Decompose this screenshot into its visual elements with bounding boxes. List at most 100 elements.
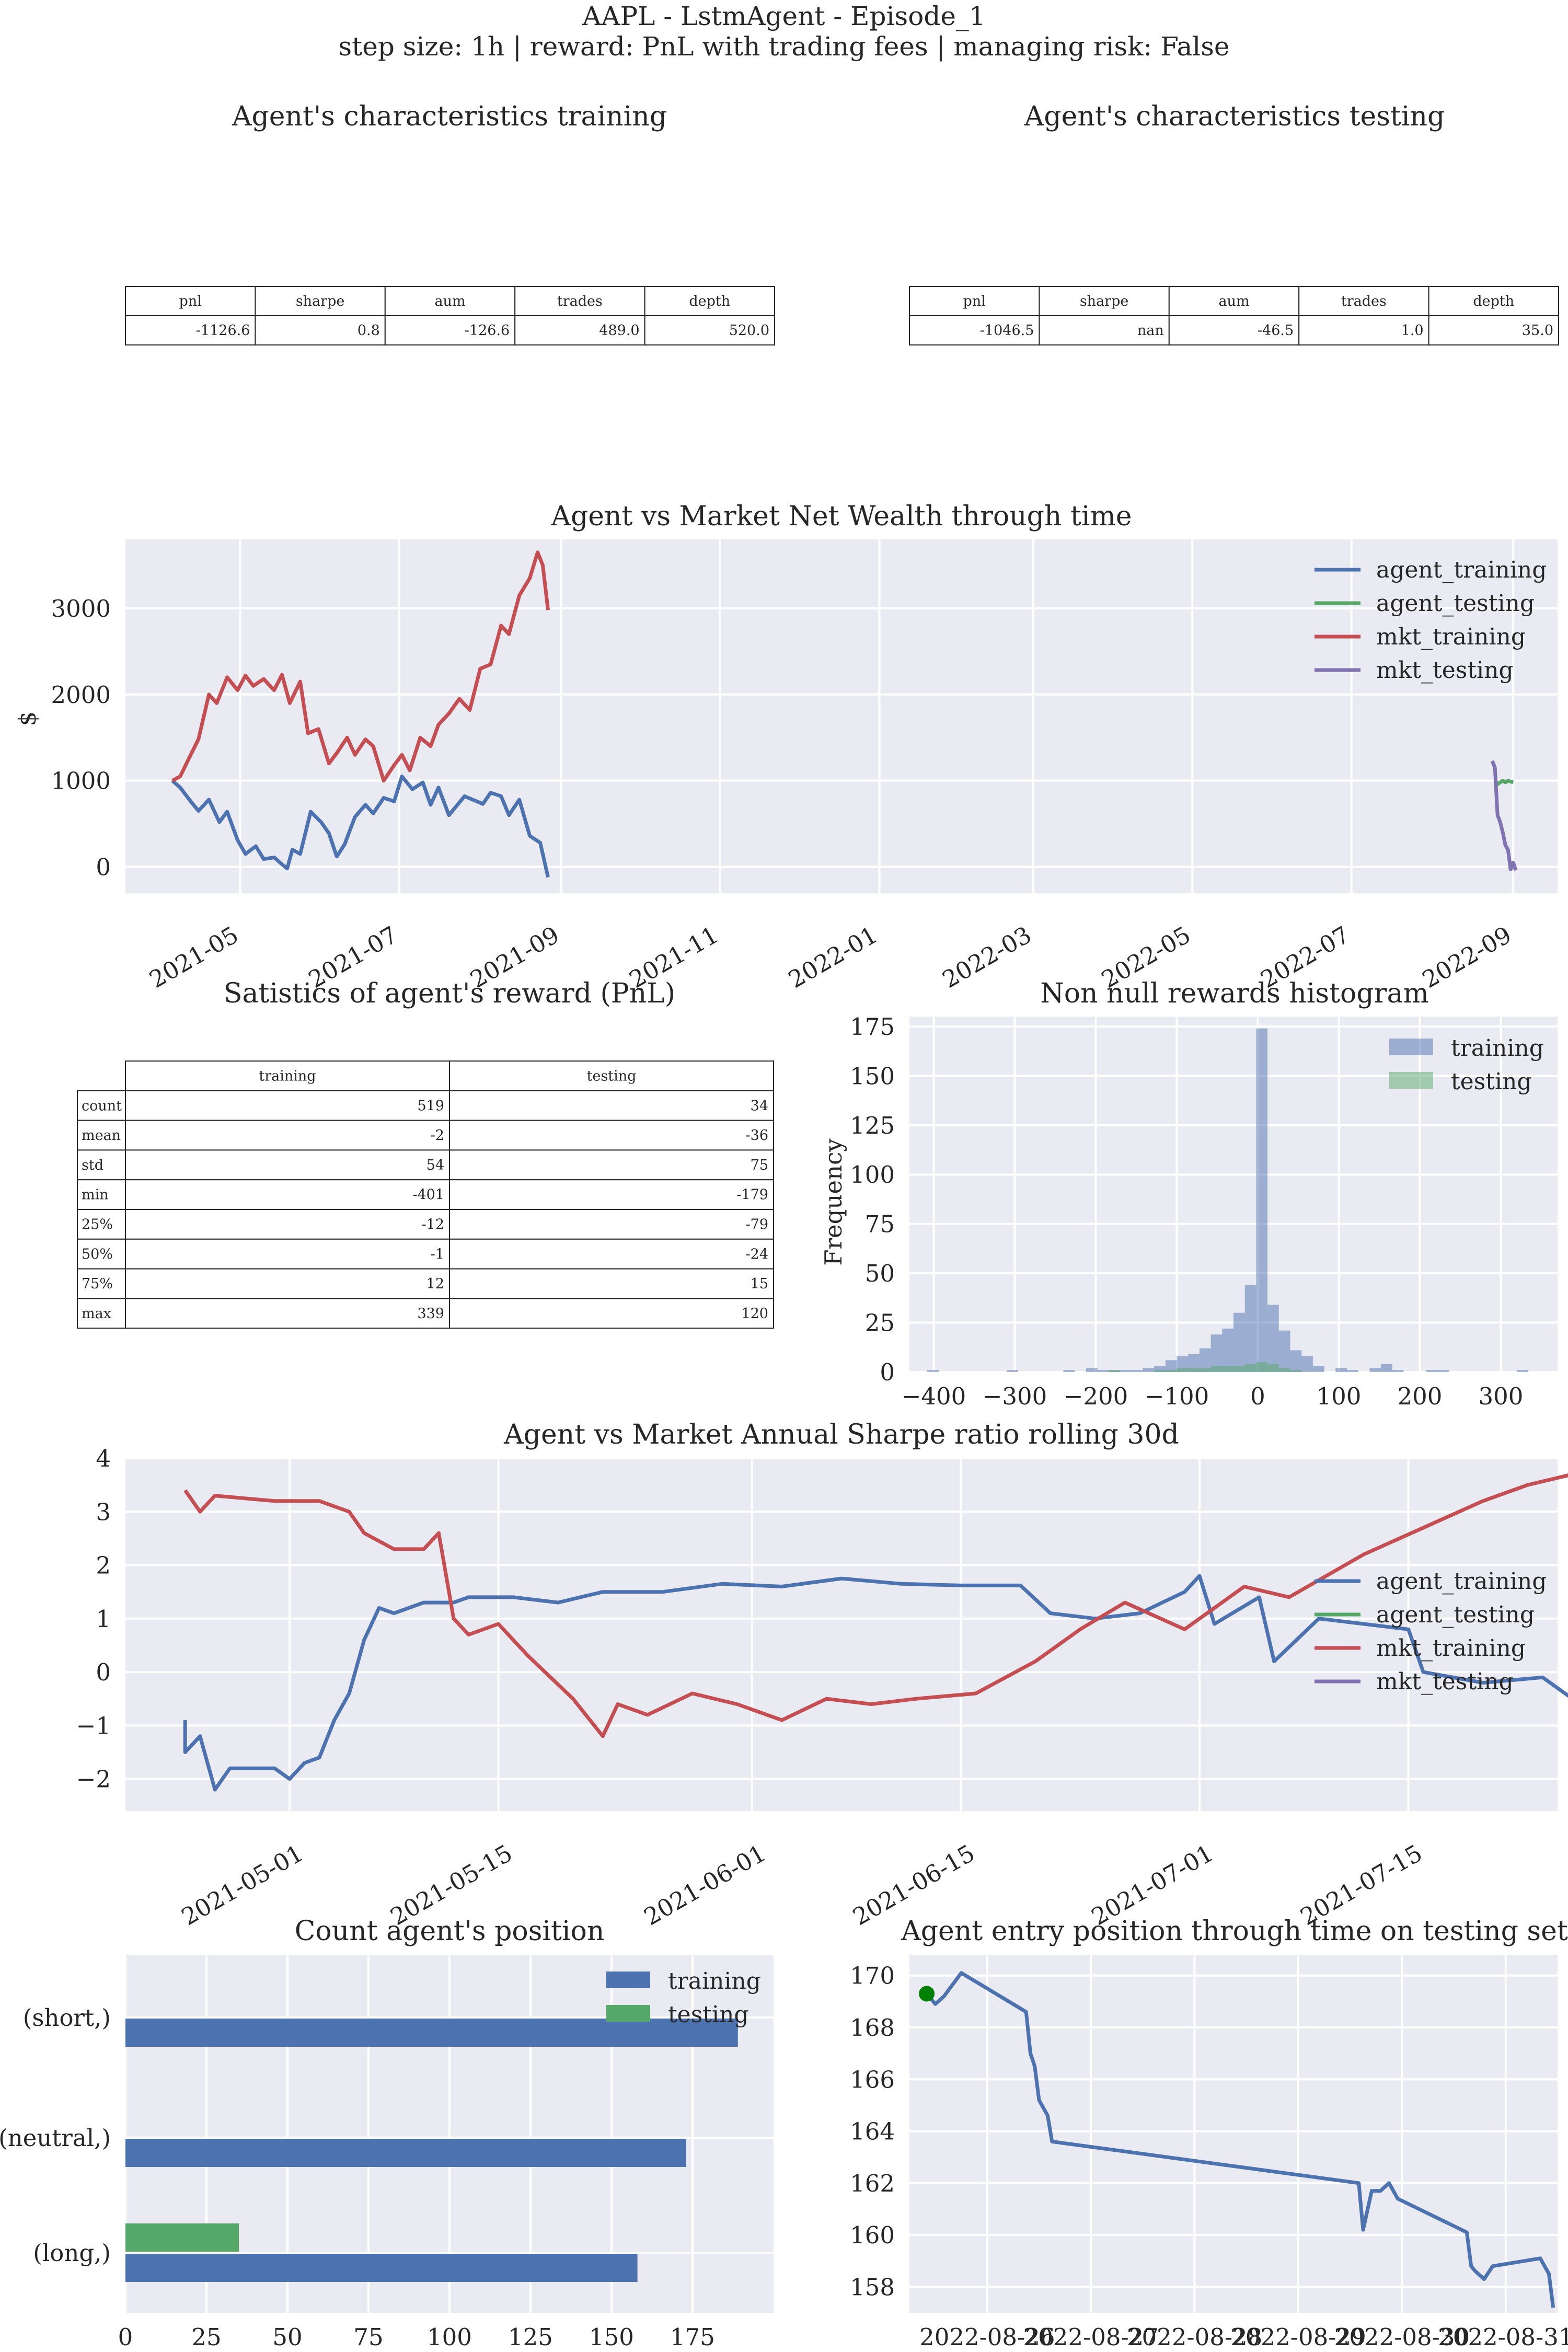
- panel-title: Satistics of agent's reward (PnL): [224, 978, 675, 1009]
- table-cell-value: -2: [431, 1127, 444, 1144]
- y-tick-label: 125: [850, 1112, 895, 1139]
- panel-count-positions: Count agent's position 0 25 50 75 100 125 150 1…: [0, 1916, 774, 2351]
- table-cell-value: -1046.5: [980, 322, 1034, 339]
- table-cell: [449, 1209, 774, 1240]
- table-header-cell: [125, 1060, 450, 1091]
- panel-title: Count agent's position: [295, 1916, 605, 1947]
- panel-title: Agent vs Market Net Wealth through time: [550, 501, 1132, 532]
- table-header-label: pnl: [179, 293, 202, 309]
- table-cell-value: 15: [751, 1276, 768, 1292]
- table-cell-value: nan: [1137, 322, 1164, 339]
- x-tick-label: 200: [1398, 1382, 1443, 1410]
- y-tick-label: 75: [865, 1210, 895, 1238]
- series-line-agent_training: [171, 774, 550, 878]
- x-tick-label: 150: [589, 2323, 634, 2351]
- series-line-mkt_testing: [1490, 760, 1518, 871]
- y-axis-label: $: [14, 711, 41, 727]
- table-cell: [449, 1179, 774, 1210]
- legend-swatch: [606, 1971, 650, 1988]
- hist-bar-training: [1131, 1370, 1143, 1372]
- hist-bar-training: [1392, 1370, 1404, 1372]
- y-tick-label: 160: [850, 2221, 895, 2249]
- table-cell-value: 0.8: [358, 322, 380, 339]
- hist-bar-testing: [1177, 1368, 1189, 1372]
- legend-entry: training: [668, 1968, 761, 1994]
- y-tick-label: 1000: [51, 767, 111, 795]
- hist-bar-training: [1154, 1366, 1166, 1372]
- table-cell: [125, 1209, 450, 1240]
- table-cell-value: -1: [431, 1246, 444, 1262]
- hist-bar-training: [1381, 1364, 1392, 1372]
- table-cell-value: -179: [736, 1187, 768, 1203]
- hist-bar-training: [1267, 1305, 1279, 1372]
- hist-bar-testing: [1256, 1362, 1268, 1372]
- y-tick-label: 170: [850, 1962, 895, 1990]
- table-header-label: aum: [1218, 293, 1249, 309]
- series-line-mkt_training: [171, 550, 550, 783]
- table-cell-value: -79: [746, 1216, 768, 1232]
- y-tick-label: 100: [850, 1161, 895, 1189]
- x-tick-label: 125: [508, 2323, 553, 2351]
- x-tick-label: 2022-08-29: [1230, 2323, 1366, 2351]
- table-cell-value: -401: [412, 1187, 444, 1203]
- table-header-label: depth: [1473, 293, 1514, 309]
- table-header-cell: [909, 286, 1040, 316]
- y-tick-label: (long,): [33, 2239, 111, 2267]
- legend-entry: agent_training: [1376, 1568, 1547, 1595]
- table-header-label: depth: [689, 293, 730, 309]
- y-tick-label: −2: [76, 1766, 111, 1793]
- y-tick-label: 166: [850, 2066, 895, 2093]
- table-header-cell: [514, 286, 645, 316]
- table-row-label-cell: [77, 1179, 126, 1210]
- table-cell: [125, 1120, 450, 1151]
- y-tick-label: (neutral,): [0, 2124, 111, 2152]
- table-cell: [255, 315, 386, 345]
- table-row-label: min: [82, 1187, 109, 1203]
- panel-entry-position: Agent entry position through time on tes…: [850, 1916, 1568, 2351]
- legend-entry: mkt_testing: [1376, 657, 1514, 684]
- hist-bar-training: [1086, 1368, 1098, 1372]
- hist-bar-testing: [1199, 1368, 1211, 1372]
- bar-testing: [125, 2223, 239, 2252]
- x-tick-label: −200: [1064, 1382, 1128, 1410]
- y-tick-label: 1: [96, 1605, 111, 1633]
- table-cell: [449, 1298, 774, 1329]
- table-cell-value: 1.0: [1401, 322, 1424, 339]
- table-cell: [384, 315, 516, 345]
- table-cell: [125, 315, 256, 345]
- table-cell: [449, 1090, 774, 1121]
- table-cell: [1428, 315, 1560, 345]
- panel-title: Agent's characteristics training: [232, 101, 667, 132]
- legend-swatch: [606, 2005, 650, 2022]
- y-tick-label: 50: [865, 1260, 895, 1287]
- table-header-label: aum: [434, 293, 465, 309]
- table-cell-value: 75: [751, 1157, 768, 1173]
- table-cell-value: 519: [417, 1098, 444, 1114]
- hist-bar-training: [1312, 1366, 1324, 1372]
- hist-bar-training: [1301, 1356, 1313, 1372]
- table-cell: [125, 1238, 450, 1270]
- panel-title: Non null rewards histogram: [1040, 978, 1429, 1009]
- table-row-label-cell: [77, 1298, 126, 1329]
- x-tick-label: 2022-08-26: [919, 2323, 1055, 2351]
- hist-bar-training: [1233, 1312, 1245, 1372]
- legend-entry: mkt_training: [1376, 624, 1526, 650]
- figure-title: AAPL - LstmAgent - Episode_1: [582, 1, 985, 31]
- plot-area: [125, 539, 1558, 893]
- x-tick-label: 100: [427, 2323, 472, 2351]
- y-tick-label: 168: [850, 2014, 895, 2042]
- table-cell: [1039, 315, 1170, 345]
- panel-title: Agent vs Market Annual Sharpe ratio roll…: [503, 1419, 1179, 1450]
- table-header-label: trades: [557, 293, 603, 309]
- y-tick-label: −1: [76, 1712, 111, 1739]
- hist-bar-training: [1244, 1285, 1256, 1372]
- hist-bar-training: [1143, 1368, 1155, 1372]
- hist-bar-testing: [1210, 1366, 1223, 1372]
- table-cell-value: 520.0: [729, 322, 769, 339]
- hist-bar-training: [1120, 1370, 1132, 1372]
- table-cell: [449, 1238, 774, 1270]
- y-tick-label: 175: [850, 1013, 895, 1041]
- table-header-cell: [1428, 286, 1560, 316]
- plot-area: [909, 1955, 1558, 2313]
